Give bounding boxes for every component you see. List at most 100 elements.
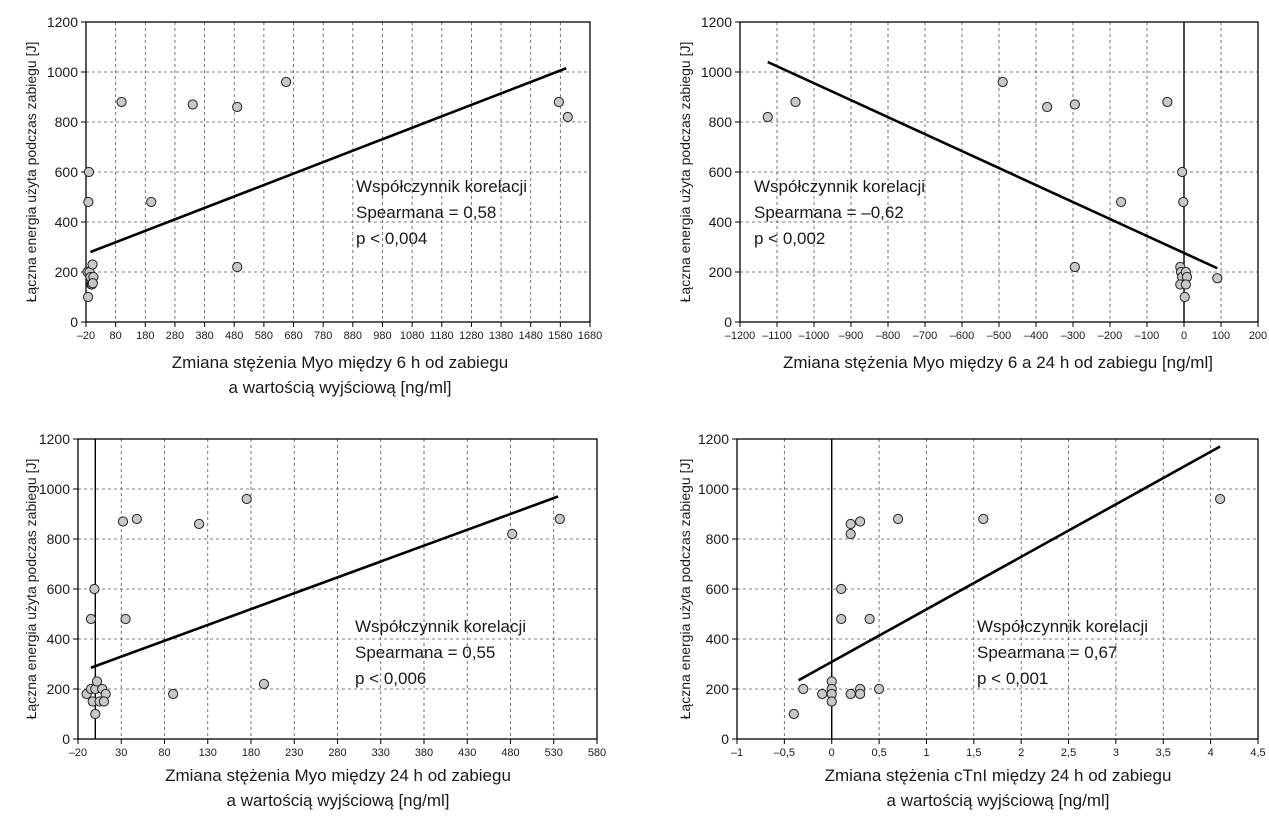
chart-2-data-point	[1180, 279, 1191, 290]
chart-3-y-tick-label: 200	[47, 681, 71, 697]
chart-4-x-tick-label: 3	[1113, 747, 1119, 759]
chart-2-x-tick-label: –300	[1061, 330, 1085, 342]
chart-2-x-tick-label: –600	[950, 330, 974, 342]
chart-4-y-tick-label: 0	[721, 731, 729, 747]
chart-1-regression-line	[89, 67, 567, 254]
chart-3-x-tick-label: 180	[242, 747, 260, 759]
chart-3-data-point	[117, 516, 129, 527]
chart-3-data-point	[258, 678, 270, 690]
chart-3-annotation-line: Spearmana = 0,55	[355, 643, 495, 662]
chart-1-x-tick-label: 680	[284, 330, 302, 342]
chart-1-annotation-line: Spearmana = 0,58	[356, 203, 496, 222]
chart-1-x-tick-label: 1480	[518, 330, 542, 342]
chart-3-y-tick-label: 600	[47, 581, 71, 597]
chart-2-x-tick-label: –700	[913, 330, 937, 342]
chart-3-data-point	[554, 513, 565, 525]
chart-4-y-axis-label: Łączna energia użyta podczas zabiegu [J]	[677, 459, 693, 720]
chart-4-x-tick-label: 4	[1208, 747, 1214, 759]
chart-1-data-point	[232, 261, 243, 273]
chart-4-data-point	[1215, 493, 1226, 505]
chart-2-x-tick-label: 0	[1181, 330, 1187, 342]
chart-2-regression-line	[767, 60, 1218, 270]
chart-3-annotation-line: p < 0,006	[355, 669, 426, 688]
chart-2-x-tick-label: –400	[1024, 330, 1048, 342]
chart-4-data-point	[798, 683, 809, 695]
chart-1-data-point	[83, 196, 94, 208]
chart-4-x-tick-label: 3,5	[1156, 747, 1171, 759]
chart-3-data-point	[90, 708, 101, 720]
chart-2-data-point	[1069, 99, 1080, 110]
chart-1-x-tick-label: 280	[166, 330, 184, 342]
chart-2-x-tick-label: –900	[839, 330, 863, 342]
chart-2-y-tick-label: 1200	[701, 14, 732, 30]
chart-2-data-point	[1177, 166, 1188, 178]
chart-4-x-tick-label: 4,5	[1250, 747, 1265, 759]
chart-3-data-point	[507, 528, 518, 540]
chart-1-x-tick-label: 880	[344, 330, 362, 342]
chart-4-x-tick-label: 0,5	[871, 747, 886, 759]
chart-1-data-point	[87, 278, 98, 289]
chart-2-annotation-line: Współczynnik korelacji	[754, 177, 925, 196]
chart-3-x-axis-label: Zmiana stężenia Myo między 24 h od zabie…	[165, 766, 511, 785]
chart-4-data-point	[817, 688, 828, 700]
chart-4-data-point	[978, 513, 989, 525]
chart-2-data-point	[790, 96, 801, 108]
chart-3-data-point	[131, 513, 142, 525]
chart-1-x-tick-label: –20	[77, 330, 95, 342]
chart-1-data-point	[146, 196, 157, 208]
chart-1-x-tick-label: 1380	[489, 330, 513, 342]
chart-2-y-tick-label: 1000	[701, 64, 732, 80]
chart-4-regression-line	[797, 445, 1221, 682]
chart-4-x-axis-label: a wartością wyjściową [ng/ml]	[887, 791, 1110, 810]
chart-4-x-tick-label: –0,5	[774, 747, 795, 759]
chart-2-x-axis-label: Zmiana stężenia Myo między 6 a 24 h od z…	[783, 353, 1213, 372]
chart-4-data-point	[836, 583, 847, 595]
chart-4-annotation-line: Spearmana = 0,67	[977, 643, 1117, 662]
chart-3-y-tick-label: 0	[62, 731, 70, 747]
chart-3-y-axis-label: Łączna energia użyta podczas zabiegu [J]	[23, 459, 39, 720]
chart-1-x-axis-label: a wartością wyjściową [ng/ml]	[229, 378, 452, 397]
chart-1-data-point	[232, 101, 243, 113]
chart-4-y-tick-label: 800	[706, 531, 730, 547]
chart-3-x-tick-label: 330	[372, 747, 390, 759]
chart-3-data-point	[85, 613, 97, 625]
chart-1-x-tick-label: 80	[110, 330, 122, 342]
chart-3-x-tick-label: 380	[415, 747, 433, 759]
chart-1-data-point	[187, 99, 198, 110]
chart-1-y-tick-label: 600	[55, 164, 79, 180]
chart-1: –20 80 180 280 380 480 580 680 780 880 980 1080 1180…	[23, 14, 602, 397]
chart-3-data-point	[91, 676, 103, 687]
chart-3-annotation-line: Współczynnik korelacji	[355, 617, 526, 636]
chart-2-y-tick-label: 200	[709, 264, 733, 280]
chart-3-x-tick-label: 130	[199, 747, 217, 759]
chart-4-data-point	[855, 688, 866, 700]
chart-3-data-point	[168, 688, 179, 700]
chart-1-data-point	[87, 259, 98, 270]
chart-2-x-tick-label: –800	[876, 330, 900, 342]
chart-1-y-tick-label: 1000	[47, 64, 78, 80]
chart-4-x-tick-label: 2,5	[1061, 747, 1076, 759]
chart-1-x-tick-label: 380	[195, 330, 213, 342]
chart-2-data-point	[1069, 261, 1080, 273]
chart-4-data-point	[826, 696, 837, 707]
chart-4-data-point	[892, 513, 904, 525]
chart-4-annotation-line: p < 0,001	[977, 669, 1048, 688]
chart-4-x-tick-label: 2	[1018, 747, 1024, 759]
chart-4-data-point	[845, 518, 856, 530]
chart-3-x-tick-label: 530	[545, 747, 563, 759]
chart-4-y-tick-label: 600	[706, 581, 730, 597]
chart-4-x-tick-label: 1	[923, 747, 929, 759]
chart-3-x-tick-label: 480	[501, 747, 519, 759]
chart-1-x-tick-label: 180	[136, 330, 154, 342]
chart-3-y-tick-label: 800	[47, 531, 71, 547]
chart-3-data-point	[194, 518, 205, 530]
chart-1-x-tick-label: 1080	[400, 330, 424, 342]
chart-4-data-point	[864, 613, 875, 625]
chart-2-y-tick-label: 0	[724, 314, 732, 330]
chart-1-data-point	[83, 166, 95, 178]
chart-1-annotation-line: Współczynnik korelacji	[356, 177, 527, 196]
chart-3-x-tick-label: 430	[458, 747, 476, 759]
chart-1-data-point	[116, 96, 127, 108]
